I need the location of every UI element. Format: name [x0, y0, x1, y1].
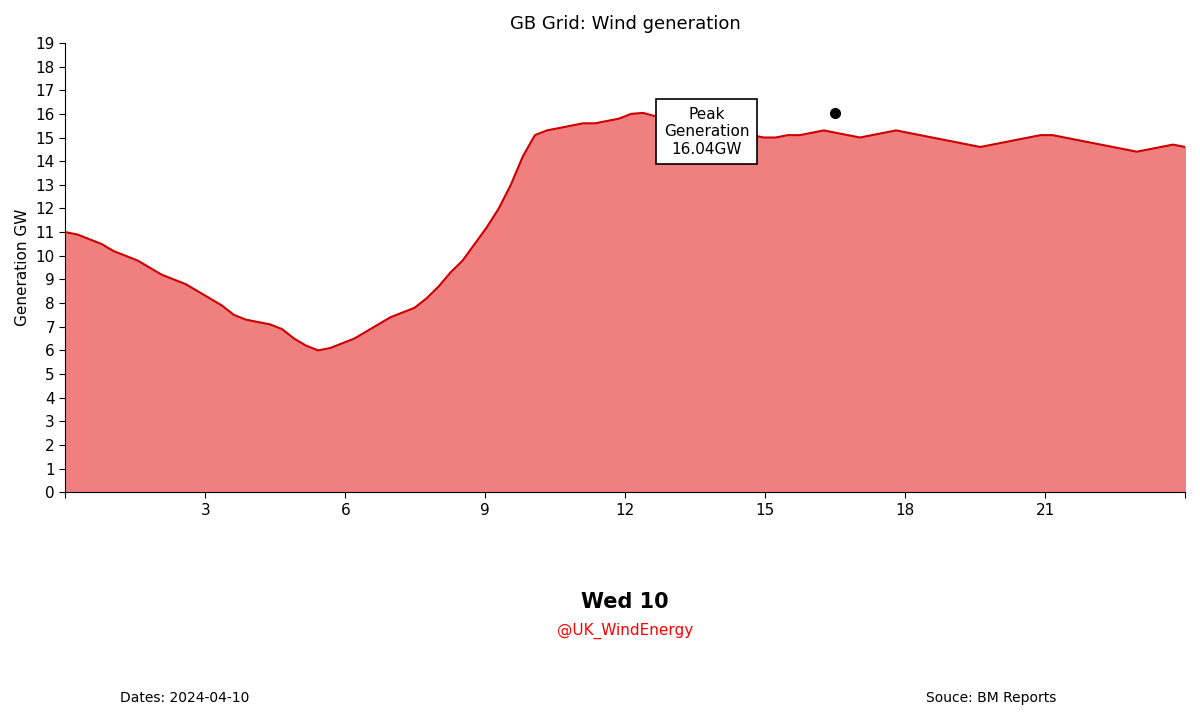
Text: @UK_WindEnergy: @UK_WindEnergy: [557, 622, 694, 639]
Text: Wed 10: Wed 10: [581, 592, 668, 612]
Text: Peak
Generation
16.04GW: Peak Generation 16.04GW: [664, 107, 750, 157]
Y-axis label: Generation GW: Generation GW: [14, 209, 30, 326]
Title: GB Grid: Wind generation: GB Grid: Wind generation: [510, 15, 740, 33]
Text: Souce: BM Reports: Souce: BM Reports: [925, 691, 1056, 705]
Text: Dates: 2024-04-10: Dates: 2024-04-10: [120, 691, 250, 705]
